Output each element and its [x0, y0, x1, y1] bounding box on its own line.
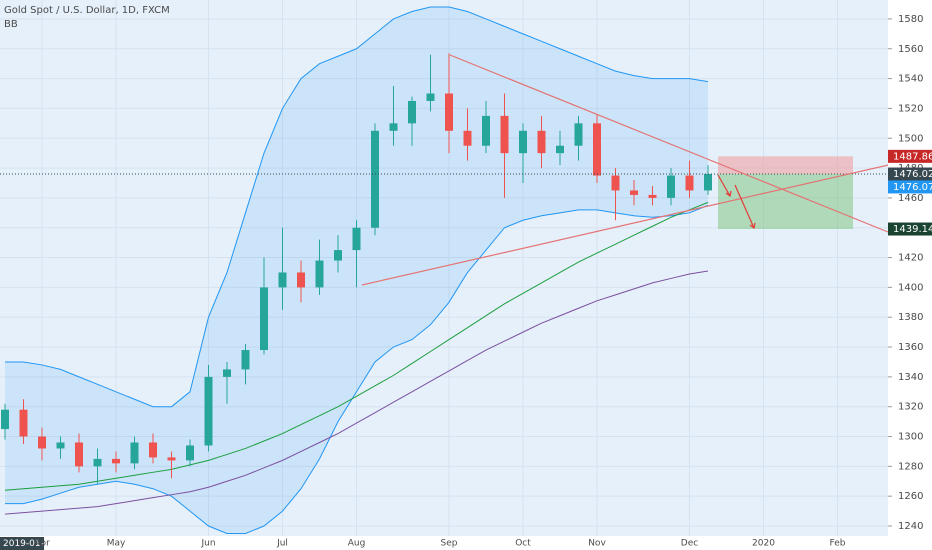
candle-body — [630, 190, 638, 195]
price-label-bg — [888, 180, 932, 194]
y-tick-label: 1580 — [898, 14, 923, 25]
y-tick-label: 1460 — [898, 193, 923, 204]
candle-body — [315, 260, 324, 288]
candle-body — [537, 130, 546, 154]
candle-body — [186, 445, 194, 461]
candle-body — [75, 442, 83, 467]
price-label: 1476.02 — [888, 167, 932, 181]
x-tick-label: Dec — [681, 539, 698, 549]
candle-body — [685, 175, 694, 191]
trend-line — [361, 154, 932, 286]
price-axis — [888, 0, 932, 550]
candle-body — [389, 123, 398, 131]
y-tick-label: 1500 — [898, 133, 923, 144]
candle-body — [482, 115, 490, 146]
reward-zone — [718, 174, 853, 230]
y-tick-label: 1340 — [898, 372, 923, 383]
candle-body — [648, 194, 657, 198]
risk-zone — [718, 156, 853, 175]
moving-average — [4, 201, 709, 491]
plot-background — [0, 0, 888, 536]
x-tick-label: May — [107, 539, 126, 549]
price-label-text: 1487.86 — [893, 151, 932, 162]
x-tick-label: Aug — [348, 539, 366, 549]
crosshair-date: 2019-01-04 — [3, 539, 56, 549]
time-axis — [0, 536, 888, 550]
price-label: 1476.07 — [888, 180, 932, 194]
y-tick-label: 1560 — [898, 44, 923, 55]
x-tick-label: Nov — [588, 539, 606, 549]
y-tick-label: 1420 — [898, 253, 923, 264]
chart-title: Gold Spot / U.S. Dollar, 1D, FXCM — [4, 5, 170, 16]
candle-body — [408, 100, 416, 124]
candle-body — [56, 442, 65, 449]
x-tick-label: Apr — [34, 539, 50, 549]
y-tick-label: 1280 — [898, 461, 923, 472]
price-label: 1487.86 — [888, 149, 932, 163]
candle-body — [167, 457, 176, 461]
candle-body — [371, 130, 379, 228]
candle-body — [593, 123, 601, 176]
y-tick-label: 1400 — [898, 282, 923, 293]
band-lower — [5, 204, 709, 534]
candle-body — [38, 436, 46, 449]
x-tick-label: Oct — [515, 539, 531, 549]
candle-body — [260, 287, 268, 351]
indicator-label: BB — [4, 19, 18, 30]
candle-body — [149, 442, 157, 458]
price-label-bg — [888, 149, 932, 163]
y-tick-label: 1300 — [898, 432, 923, 443]
x-tick-label: Jun — [200, 539, 215, 549]
candle-body — [463, 130, 472, 146]
candle-body — [574, 123, 583, 146]
arrow — [717, 174, 756, 230]
x-tick-label: Sep — [441, 539, 458, 549]
x-tick-label: Feb — [830, 539, 846, 549]
candle-body — [112, 458, 120, 464]
x-tick-label: Jul — [276, 539, 288, 549]
price-label-text: 1476.07 — [893, 182, 932, 193]
y-tick-label: 1540 — [898, 74, 923, 85]
moving-average — [4, 270, 709, 515]
x-tick-label: 2020 — [752, 539, 775, 549]
candle-body — [445, 93, 453, 131]
price-label-bg — [888, 222, 932, 236]
candle-body — [204, 376, 213, 446]
y-tick-label: 1260 — [898, 491, 923, 502]
candle-body — [352, 227, 361, 251]
candle-body — [19, 409, 28, 437]
y-tick-label: 1520 — [898, 103, 923, 114]
candle-body — [297, 272, 305, 288]
candle-body — [278, 272, 287, 288]
plot — [0, 0, 888, 536]
price-label: 1439.14 — [888, 222, 932, 236]
candle-body — [704, 174, 712, 191]
candle-body — [241, 350, 250, 370]
candle-body — [223, 369, 231, 377]
candle-body — [130, 442, 139, 464]
candle-body — [611, 175, 620, 191]
price-label-bg — [888, 167, 932, 181]
candle-body — [667, 175, 675, 198]
candle-body — [500, 115, 509, 154]
candle-body — [93, 458, 102, 467]
price-label-text: 1476.02 — [893, 169, 932, 180]
y-tick-label: 1360 — [898, 342, 923, 353]
candle-body — [334, 250, 342, 261]
y-tick-label: 1380 — [898, 312, 923, 323]
candle-body — [519, 130, 527, 154]
crosshair-date-bg — [0, 537, 44, 550]
candle-body — [426, 93, 435, 101]
candle-body — [1, 409, 9, 430]
y-tick-label: 1320 — [898, 402, 923, 413]
y-tick-label: 1240 — [898, 521, 923, 532]
candle-body — [556, 145, 564, 154]
band-upper — [5, 6, 709, 408]
trend-line — [449, 54, 889, 233]
price-label-text: 1439.14 — [893, 224, 932, 235]
